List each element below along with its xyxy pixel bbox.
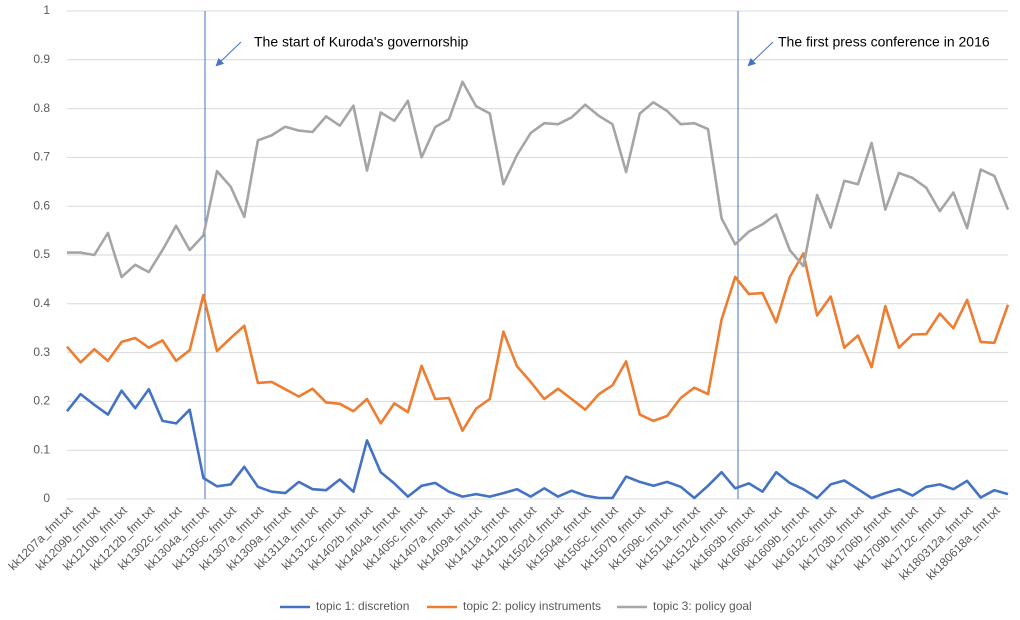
series-line [67, 80, 1010, 279]
series-line [65, 387, 1009, 500]
y-tick-label: 0.2 [33, 394, 50, 408]
y-tick-label: 0 [43, 491, 50, 505]
arrow [215, 41, 242, 67]
y-tick-label: 0.8 [33, 101, 50, 115]
y-tick-label: 0.5 [33, 247, 50, 261]
y-tick-label: 0.7 [33, 150, 50, 164]
y-tick-label: 0.6 [33, 198, 50, 212]
legend-label: topic 2: policy instruments [463, 599, 601, 613]
grid [67, 10, 1008, 500]
legend-label: topic 1: discretion [316, 599, 409, 613]
annotation: The first press conference in 2016 [778, 34, 990, 50]
y-tick-label: 0.1 [33, 442, 50, 456]
y-tick-label: 0.3 [33, 345, 50, 359]
y-tick-label: 1 [43, 3, 50, 17]
annotation: The start of Kuroda's governorship [254, 34, 469, 50]
series-line [66, 252, 1010, 432]
y-tick-label: 0.4 [33, 296, 50, 310]
legend-label: topic 3: policy goal [653, 599, 752, 613]
y-tick-label: 0.9 [33, 52, 50, 66]
arrow [747, 41, 774, 67]
